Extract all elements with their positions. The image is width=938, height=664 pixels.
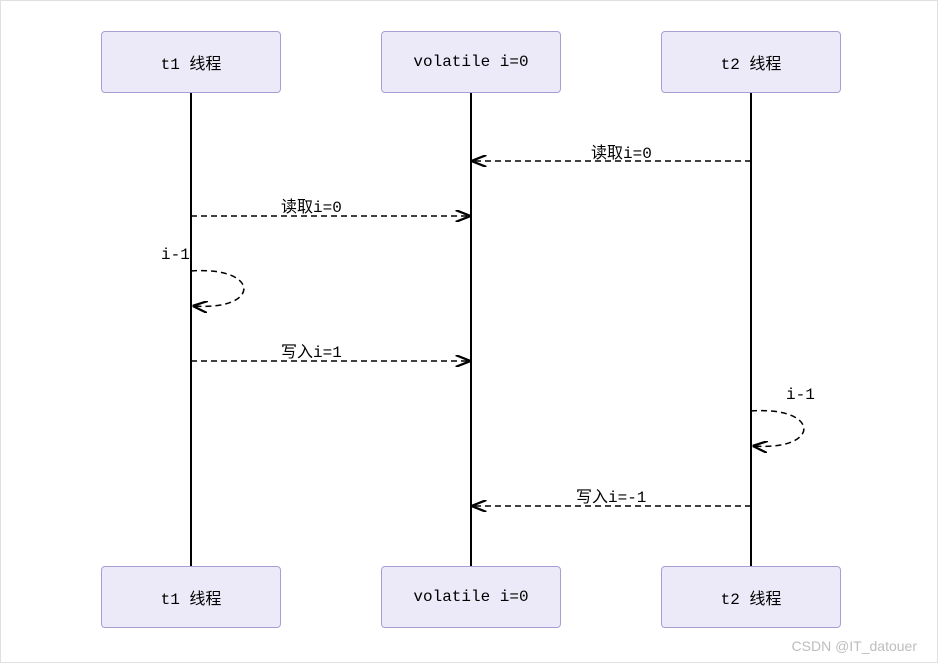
participant-label: t1 线程	[161, 50, 222, 74]
participant-label: t2 线程	[721, 585, 782, 609]
participant-label: t1 线程	[161, 585, 222, 609]
participant-label: t2 线程	[721, 50, 782, 74]
participant-vol-top: volatile i=0	[381, 31, 561, 93]
watermark-text: CSDN @IT_datouer	[792, 638, 917, 654]
msg-label-read-t2: 读取i=0	[591, 139, 652, 163]
participant-vol-bottom: volatile i=0	[381, 566, 561, 628]
msg-label-write-t2: 写入i=-1	[576, 483, 646, 507]
msg-label-read-t1: 读取i=0	[281, 193, 342, 217]
participant-label: volatile i=0	[413, 588, 528, 606]
participant-t1-bottom: t1 线程	[101, 566, 281, 628]
sequence-diagram-container: t1 线程 volatile i=0 t2 线程 t1 线程 volatile …	[0, 0, 938, 663]
msg-label-write-t1: 写入i=1	[281, 338, 342, 362]
participant-t2-bottom: t2 线程	[661, 566, 841, 628]
lifeline-t2	[750, 93, 752, 566]
participant-t1-top: t1 线程	[101, 31, 281, 93]
msg-label-self-t2: i-1	[786, 386, 815, 404]
msg-label-self-t1: i-1	[161, 246, 190, 264]
participant-t2-top: t2 线程	[661, 31, 841, 93]
lifeline-vol	[470, 93, 472, 566]
participant-label: volatile i=0	[413, 53, 528, 71]
lifeline-t1	[190, 93, 192, 566]
